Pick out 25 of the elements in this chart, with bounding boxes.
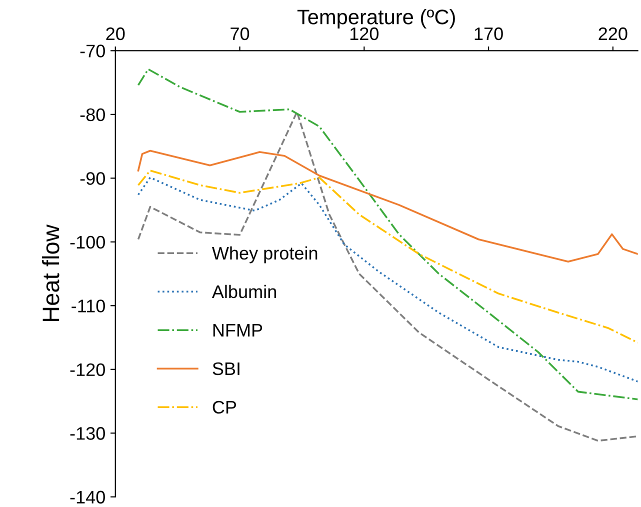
legend-label: SBI <box>212 362 240 376</box>
legend-label: Albumin <box>212 284 276 298</box>
y-tick-label: -100 <box>70 236 105 249</box>
y-tick-label: -120 <box>70 363 105 376</box>
line-series <box>137 68 638 400</box>
y-axis-title: Heat flow <box>42 224 60 322</box>
x-tick-label: 70 <box>230 27 250 40</box>
line-series <box>137 170 638 344</box>
legend-label: Whey protein <box>212 246 318 264</box>
legend-label: NFMP <box>213 324 262 336</box>
x-tick-label: 170 <box>474 27 503 40</box>
y-tick-label: -130 <box>70 427 105 440</box>
legend-label: CP <box>212 400 236 414</box>
line-series <box>137 176 638 382</box>
y-tick-label: -90 <box>80 172 105 185</box>
y-tick-label: -110 <box>72 300 105 312</box>
y-tick-label: -70 <box>80 44 105 58</box>
line-series <box>137 150 638 263</box>
x-tick-label: 220 <box>598 27 628 40</box>
x-tick-label: 120 <box>350 27 379 40</box>
y-tick-label: -80 <box>80 108 105 122</box>
x-axis-title: Temperature (ºC) <box>297 9 455 28</box>
y-tick-label: -140 <box>70 490 105 504</box>
x-tick-label: 20 <box>106 27 125 40</box>
line-series <box>137 110 638 442</box>
